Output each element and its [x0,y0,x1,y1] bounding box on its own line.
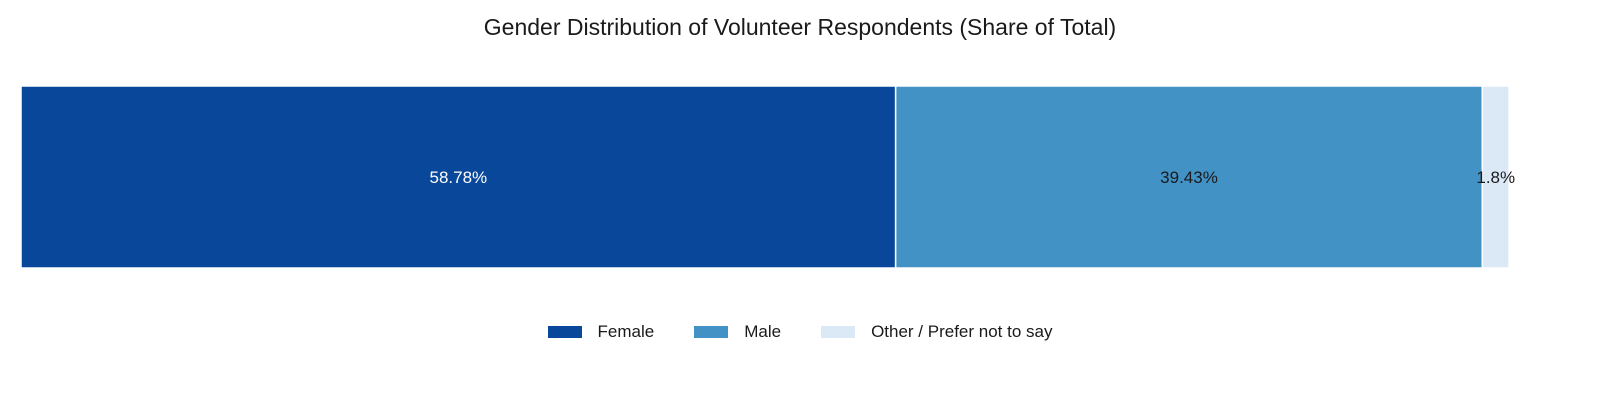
legend: Female Male Other / Prefer not to say [0,322,1600,342]
legend-label-other: Other / Prefer not to say [871,322,1053,341]
legend-item-other: Other / Prefer not to say [821,322,1052,342]
bar-segment-other [1481,85,1510,269]
chart-title: Gender Distribution of Volunteer Respond… [483,14,1117,40]
legend-label-female: Female [597,322,655,341]
data-label-female: 58.78% [429,168,487,187]
data-label-male: 39.43% [1160,168,1218,187]
legend-swatch-other [821,326,856,338]
legend-swatch-female [547,326,582,338]
legend-item-male: Male [694,322,781,342]
data-label-other: 1.8% [1476,168,1515,187]
legend-label-male: Male [744,322,782,341]
legend-item-female: Female [547,322,655,342]
bar-segment-female [20,85,897,269]
legend-swatch-male [694,326,729,338]
